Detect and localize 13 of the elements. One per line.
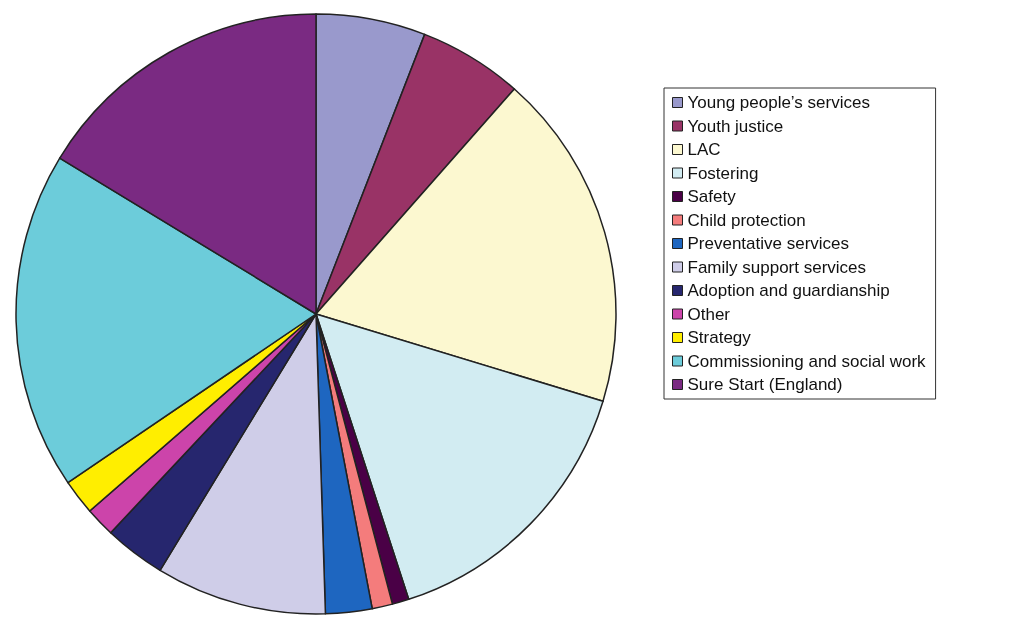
legend-label: Fostering <box>687 163 759 183</box>
legend-label: Other <box>687 304 731 324</box>
legend-label: Safety <box>687 187 737 206</box>
legend-label: Sure Start (England) <box>687 375 843 394</box>
legend-label: Preventative services <box>687 234 850 253</box>
legend-label: Commissioning and social work <box>687 351 927 371</box>
legend-label: LAC <box>687 140 721 159</box>
legend-label: Youth justice <box>687 116 784 136</box>
legend-label: Adoption and guardianship <box>687 281 890 300</box>
legend-label: Young people’s services <box>687 93 870 112</box>
legend-label: Family support services <box>687 257 867 277</box>
legend-label: Child protection <box>687 210 806 230</box>
legend-label: Strategy <box>687 328 752 347</box>
